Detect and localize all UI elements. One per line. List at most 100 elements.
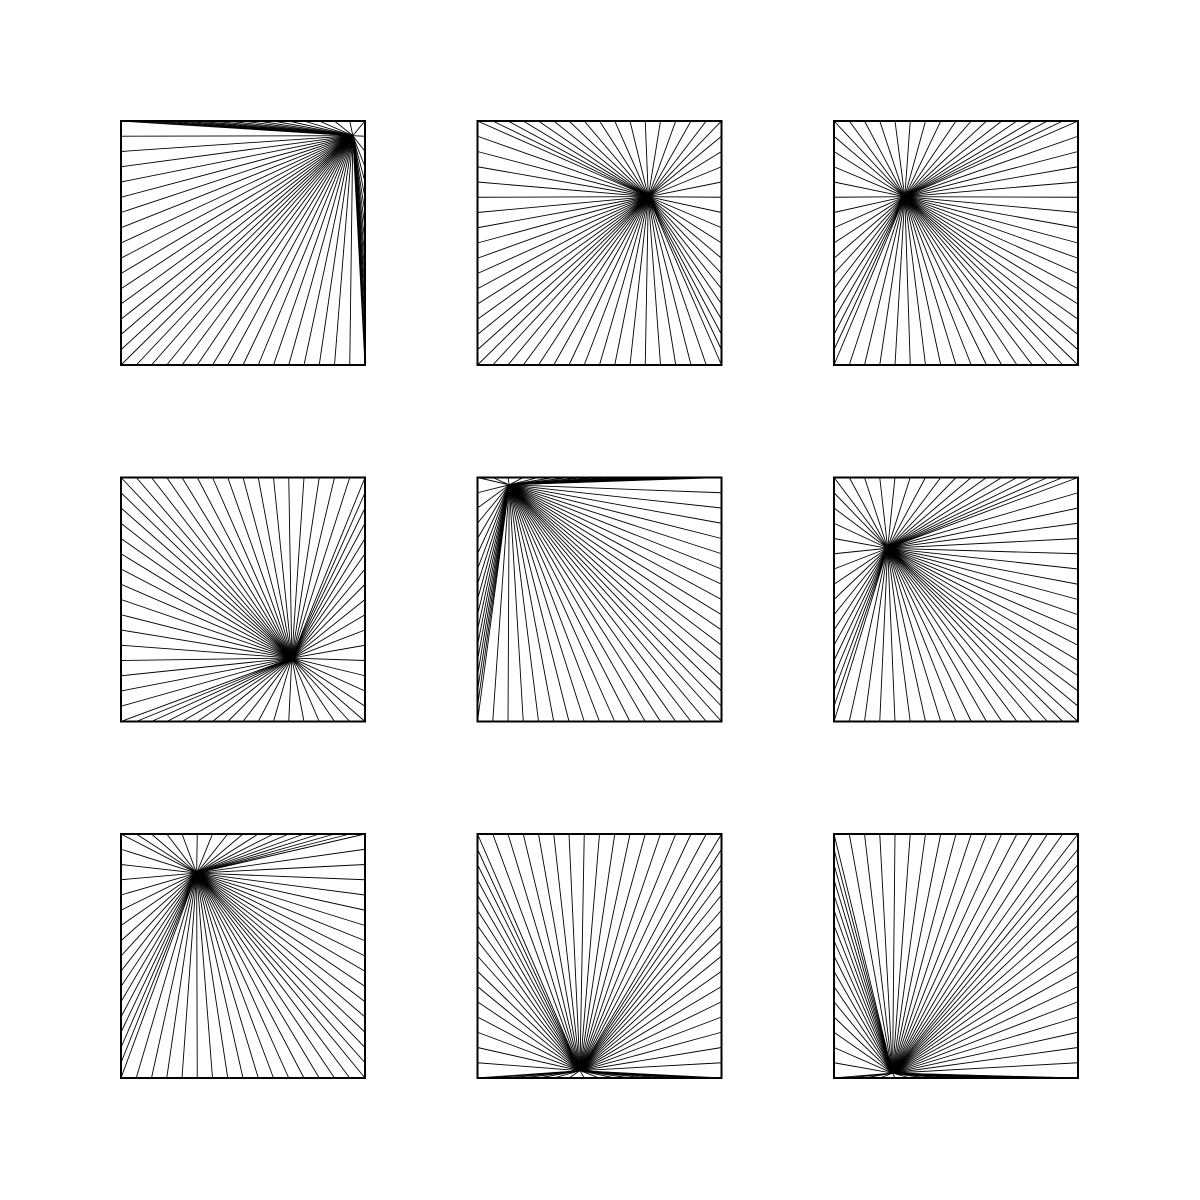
ray-line [904,196,926,366]
ray-line [273,120,353,137]
ray-line [196,477,293,659]
ray-line [291,477,335,659]
ray-line [291,657,335,722]
ray-line [508,484,722,692]
ray-line [120,583,292,659]
ray-line [508,484,722,707]
ray-line [833,1062,893,1074]
ray-line [303,120,353,137]
ray-line [196,872,366,1003]
ray-line [196,872,229,1079]
ray-line [904,196,911,366]
ray-line [291,507,366,659]
ray-line [120,492,293,659]
ray-line [538,833,581,1071]
ray-line [887,477,972,549]
ray-line [196,872,366,1033]
ray-line [833,492,889,549]
ray-line [833,120,906,197]
ray-line [892,940,1079,1074]
ray-line [120,135,353,168]
ray-line [568,196,649,366]
ray-line [258,120,353,137]
ray-line [892,909,1079,1074]
ray-line [477,1031,581,1072]
ray-line [904,196,1079,274]
ray-line [579,925,722,1071]
ray-line [120,477,293,659]
ray-line [196,833,350,874]
ray-line [833,538,888,549]
ray-line [887,547,1079,646]
ray-line [196,872,366,1018]
ray-line [833,925,893,1074]
ray-line [892,864,1079,1074]
ray-line [477,1001,581,1072]
ray-line [181,833,198,874]
ray-panel [833,120,1079,366]
ray-panel [476,476,723,723]
ray-line [892,925,1079,1074]
ray-line [579,833,661,1071]
ray-line [579,833,631,1071]
ray-line [120,522,293,659]
ray-line [196,657,293,722]
ray-line [648,196,722,259]
ray-line [196,135,354,366]
ray-line [477,196,649,213]
ray-line [196,833,213,874]
ray-line [273,477,293,659]
ray-line [887,547,1079,570]
ray-line [120,135,354,290]
ray-line [833,547,889,616]
ray-line [509,484,722,555]
ray-line [120,135,354,351]
ray-line [833,940,893,1074]
ray-line [227,477,293,659]
ray-line [135,135,354,366]
ray-line [892,833,1018,1074]
ray-line [833,548,889,707]
ray-line [579,1070,631,1079]
ray-line [135,872,198,1079]
ray-line [120,872,198,1002]
ray-line [508,484,631,722]
ray-line [196,872,335,1079]
ray-line [833,1047,893,1074]
ray-line [508,484,677,722]
ray-line [120,872,198,1033]
ray-line [509,484,722,539]
ray-line [647,120,722,197]
ray-line [120,599,292,659]
ray-line [508,484,646,722]
ray-line [196,872,366,942]
panel-frame [476,120,723,366]
ray-line [120,657,292,707]
ray-line [892,833,1033,1074]
ray-line [352,135,366,183]
ray-line [477,833,581,1071]
ray-line [212,477,293,659]
ray-line [291,492,366,659]
ray-line [904,196,1064,366]
ray-line [477,484,510,585]
ray-line [833,196,906,366]
ray-line [196,872,274,1079]
ray-line [904,196,1079,366]
ray-line [196,872,366,911]
ray-panel [120,120,366,366]
ray-line [864,548,889,722]
ray-line [509,484,722,570]
ray-line [120,872,197,957]
ray-line [892,833,1064,1074]
ray-line [833,971,893,1074]
ray-line [579,1070,585,1079]
ray-line [887,548,896,722]
ray-line [242,477,293,659]
ray-line [318,135,354,366]
ray-line [477,925,581,1071]
ray-line [227,657,293,722]
ray-line [904,196,1003,366]
ray-line [477,196,649,198]
